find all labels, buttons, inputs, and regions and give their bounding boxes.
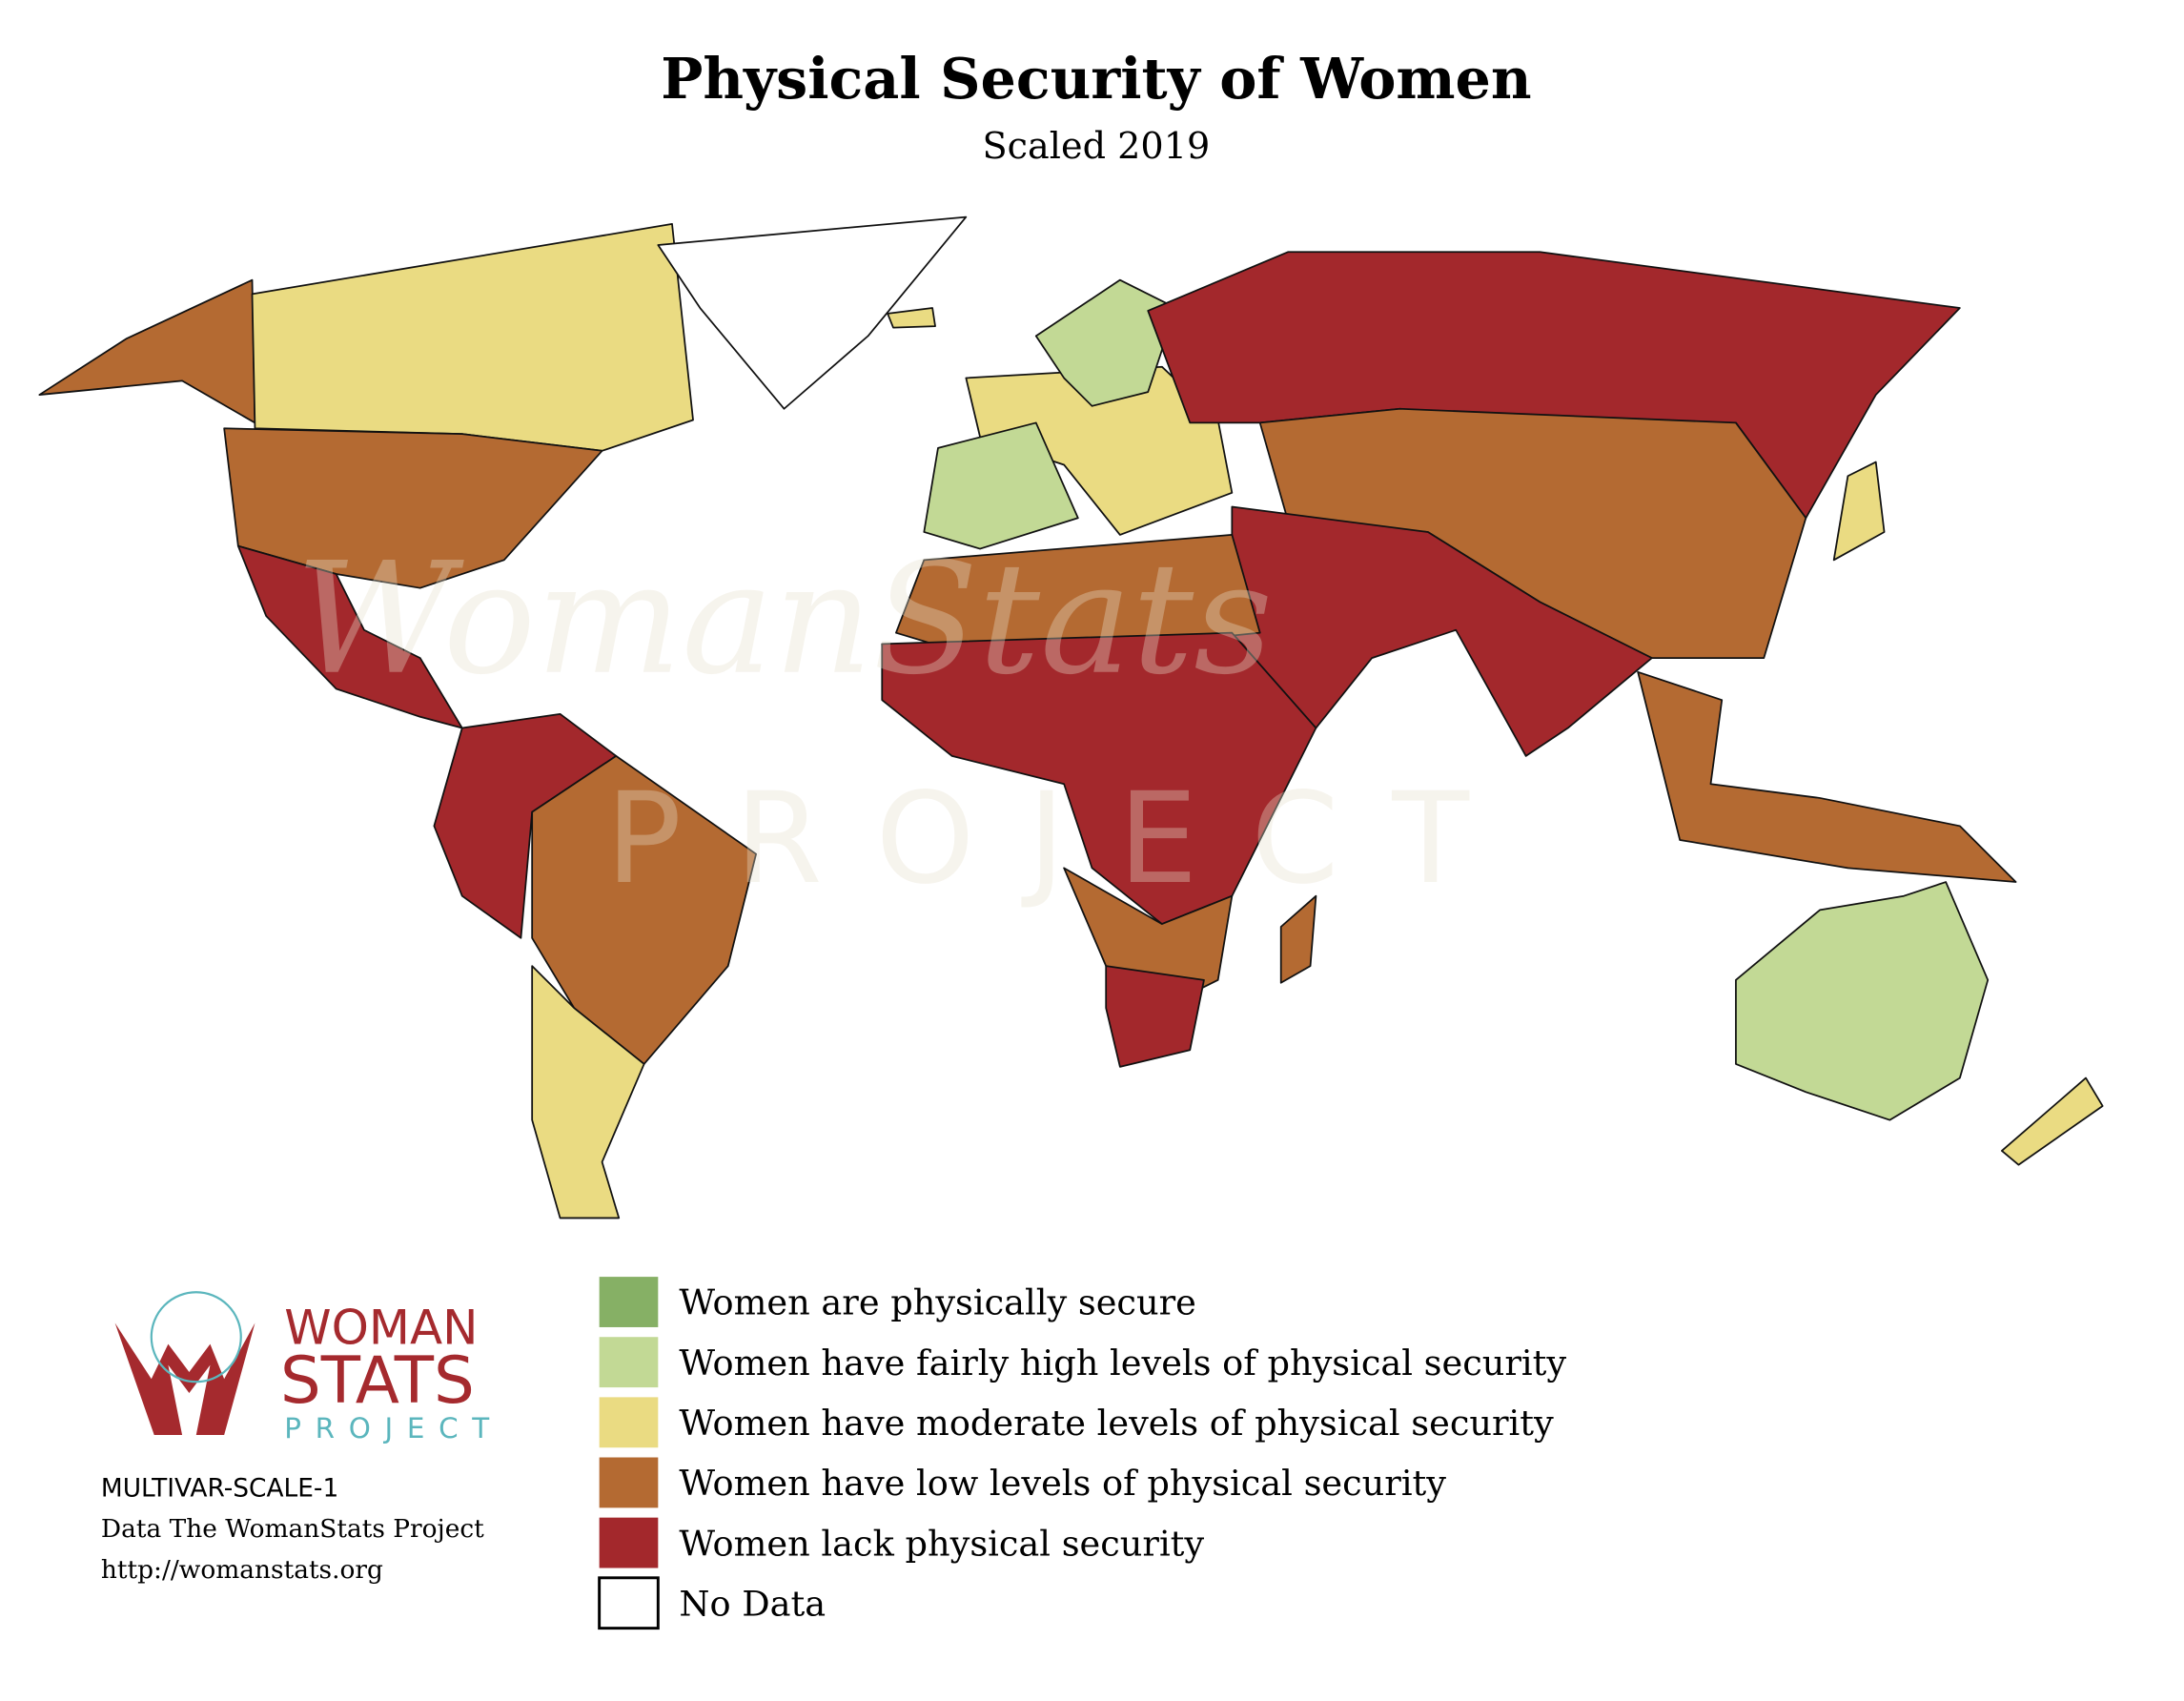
legend-swatch [599, 1337, 659, 1388]
southern-cone [531, 965, 645, 1219]
logo-text: WOMAN [284, 1301, 478, 1356]
footer-text: MULTIVAR-SCALE-1 [101, 1474, 338, 1504]
legend-label: Women have fairly high levels of physica… [679, 1342, 1566, 1383]
japan [1832, 461, 1886, 562]
iceland [887, 307, 936, 329]
logo: WOMAN STATS PROJECT [114, 1291, 503, 1445]
watermark: WomanStats PROJECT [296, 530, 1521, 912]
brazil [531, 755, 757, 1065]
southeast-asia [1637, 670, 2017, 883]
legend-swatch [599, 1457, 659, 1508]
legend-swatch [599, 1397, 659, 1448]
western-europe [923, 421, 1079, 550]
logo-hands [114, 1322, 255, 1436]
scandinavia [1034, 278, 1177, 407]
watermark-text: WomanStats [296, 530, 1273, 709]
world-map [38, 215, 2104, 1219]
australia [1735, 881, 1990, 1121]
footer-text: http://womanstats.org [101, 1555, 383, 1585]
subtitle: Scaled 2019 [983, 126, 1211, 168]
legend-label: No Data [679, 1583, 826, 1624]
andes [433, 712, 618, 939]
legend: Women are physically secure Women have fa… [598, 1277, 1566, 1630]
legend-label: Women are physically secure [679, 1282, 1196, 1323]
logo-text: STATS [280, 1342, 475, 1418]
watermark-text: PROJECT [605, 766, 1521, 912]
logo-text: PROJECT [284, 1412, 503, 1445]
legend-swatch [599, 1277, 659, 1327]
footer-text: Data The WomanStats Project [101, 1514, 484, 1544]
south-africa [1105, 965, 1205, 1068]
greenland [657, 215, 968, 410]
logo-globe [150, 1291, 242, 1383]
legend-label: Women lack physical security [679, 1523, 1204, 1564]
legend-label: Women have moderate levels of physical s… [679, 1403, 1554, 1444]
legend-label: Women have low levels of physical securi… [679, 1463, 1446, 1504]
new-zealand [2001, 1076, 2104, 1166]
legend-swatch [598, 1576, 660, 1630]
legend-swatch [599, 1517, 659, 1568]
title: Physical Security of Women [661, 46, 1531, 112]
madagascar [1279, 894, 1317, 984]
